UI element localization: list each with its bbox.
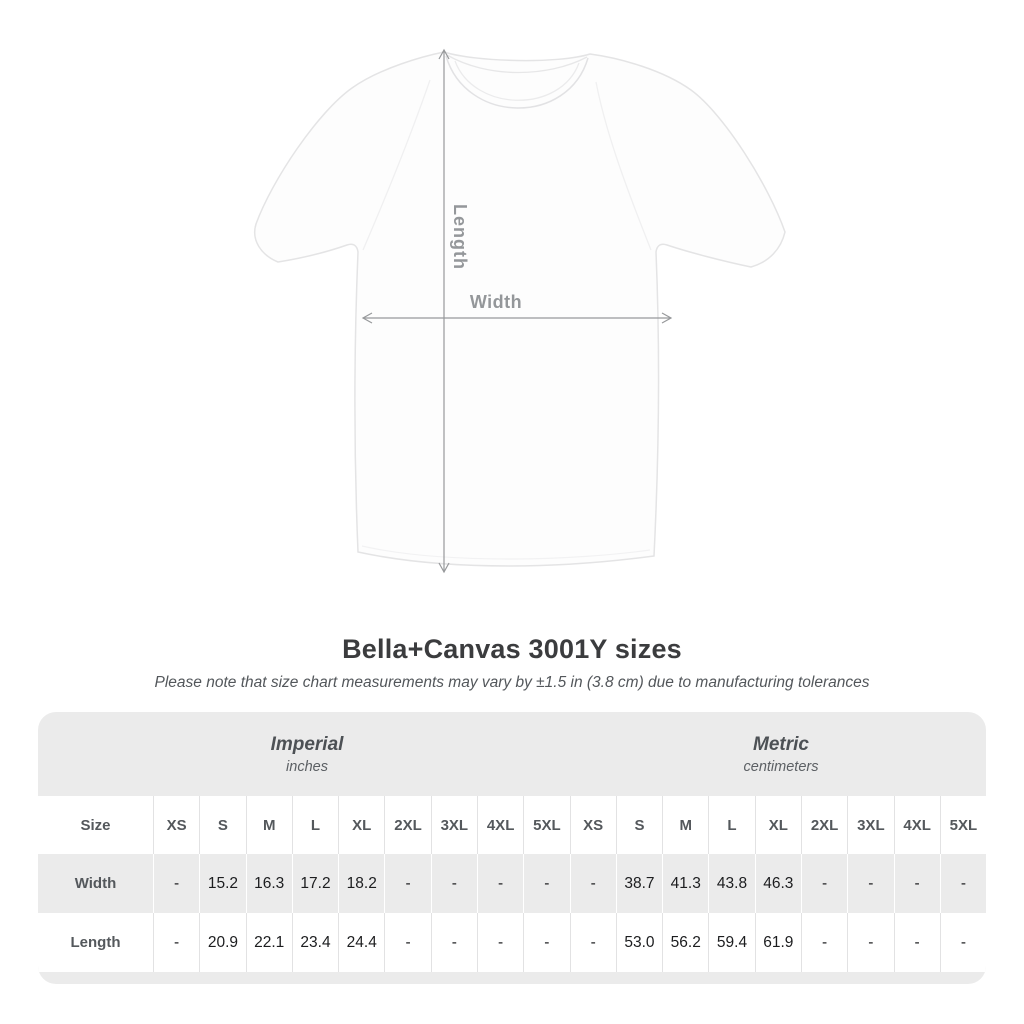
hem-stitch-line [361,545,651,560]
width-metric-value: 43.8 [708,854,754,913]
length-imperial-value: - [384,913,430,972]
length-imperial-value: 24.4 [338,913,384,972]
length-imperial-value: 23.4 [291,913,338,972]
length-arrow [438,48,450,574]
length-imperial-value: 20.9 [199,913,245,972]
width-metric-value: - [800,854,847,913]
tolerance-note: Please note that size chart measurements… [154,674,870,691]
metric-size-header: XL [754,796,801,854]
width-imperial-value: - [384,854,430,913]
collar-back-line [446,54,588,74]
imperial-size-header: M [245,796,292,854]
imperial-size-header: L [291,796,338,854]
imperial-size-header: 4XL [476,796,523,854]
length-metric-value: - [939,913,986,972]
length-metric-value: - [569,913,616,972]
imperial-size-header: XS [153,796,199,854]
metric-section-header: Metric centimeters [576,712,986,796]
length-imperial-value: - [476,913,523,972]
width-metric-value: 41.3 [662,854,708,913]
metric-size-header: M [662,796,708,854]
width-imperial-value: 15.2 [199,854,245,913]
imperial-size-header: XL [338,796,384,854]
length-label: Length [450,204,470,270]
tshirt-graphic [254,51,786,567]
width-row-label: Width [74,875,117,892]
width-imperial-value: - [476,854,523,913]
collar-outer-line [445,55,589,109]
imperial-size-header: S [199,796,245,854]
width-metric-value: - [939,854,986,913]
width-metric-value: - [569,854,616,913]
page-title: Bella+Canvas 3001Y sizes [342,634,682,664]
width-imperial-value: 18.2 [338,854,384,913]
width-row: Width - 15.2 16.3 17.2 18.2 - - - - - 38… [38,854,986,913]
metric-size-header: 4XL [893,796,940,854]
metric-size-header: 3XL [847,796,893,854]
width-imperial-value: - [523,854,569,913]
length-row: Length - 20.9 22.1 23.4 24.4 - - - - - 5… [38,913,986,972]
length-metric-value: 53.0 [615,913,662,972]
length-imperial-value: - [430,913,477,972]
width-imperial-value: 17.2 [291,854,338,913]
metric-size-header: 5XL [939,796,986,854]
width-imperial-value: 16.3 [245,854,292,913]
imperial-size-header: 2XL [384,796,430,854]
size-header-row: Size XS S M L XL 2XL 3XL 4XL 5XL XS S M … [38,796,986,854]
table-bottom-padding [38,972,986,984]
length-metric-value: 61.9 [754,913,801,972]
length-metric-value: 56.2 [662,913,708,972]
width-arrow [361,312,673,324]
size-chart-table: Imperial inches Metric centimeters Size … [38,712,986,984]
length-metric-value: - [800,913,847,972]
length-imperial-value: - [523,913,569,972]
tshirt-diagram: Length Width [254,48,786,574]
imperial-section-unit: inches [286,758,328,775]
length-imperial-value: - [153,913,199,972]
width-metric-value: 46.3 [754,854,801,913]
width-label: Width [470,292,522,312]
metric-section-unit: centimeters [743,758,819,775]
length-metric-value: - [893,913,940,972]
metric-size-header: 2XL [800,796,847,854]
unit-section-row: Imperial inches Metric centimeters [38,712,986,796]
imperial-section-header: Imperial inches [38,712,576,796]
width-imperial-value: - [153,854,199,913]
width-metric-value: - [893,854,940,913]
imperial-size-header: 5XL [523,796,569,854]
length-metric-value: 59.4 [708,913,754,972]
length-row-label: Length [70,934,121,951]
length-imperial-value: 22.1 [245,913,292,972]
right-sleeve-seam [595,81,652,251]
collar-inner-line [454,60,580,101]
left-sleeve-seam [362,79,431,251]
metric-size-header: L [708,796,754,854]
metric-size-header: S [615,796,662,854]
imperial-section-title: Imperial [270,733,344,755]
metric-section-title: Metric [753,733,809,755]
size-column-header: Size [80,816,111,834]
width-imperial-value: - [430,854,477,913]
shirt-body [254,51,786,567]
metric-size-header: XS [569,796,616,854]
width-metric-value: - [847,854,893,913]
length-metric-value: - [847,913,893,972]
imperial-size-header: 3XL [430,796,477,854]
width-metric-value: 38.7 [615,854,662,913]
